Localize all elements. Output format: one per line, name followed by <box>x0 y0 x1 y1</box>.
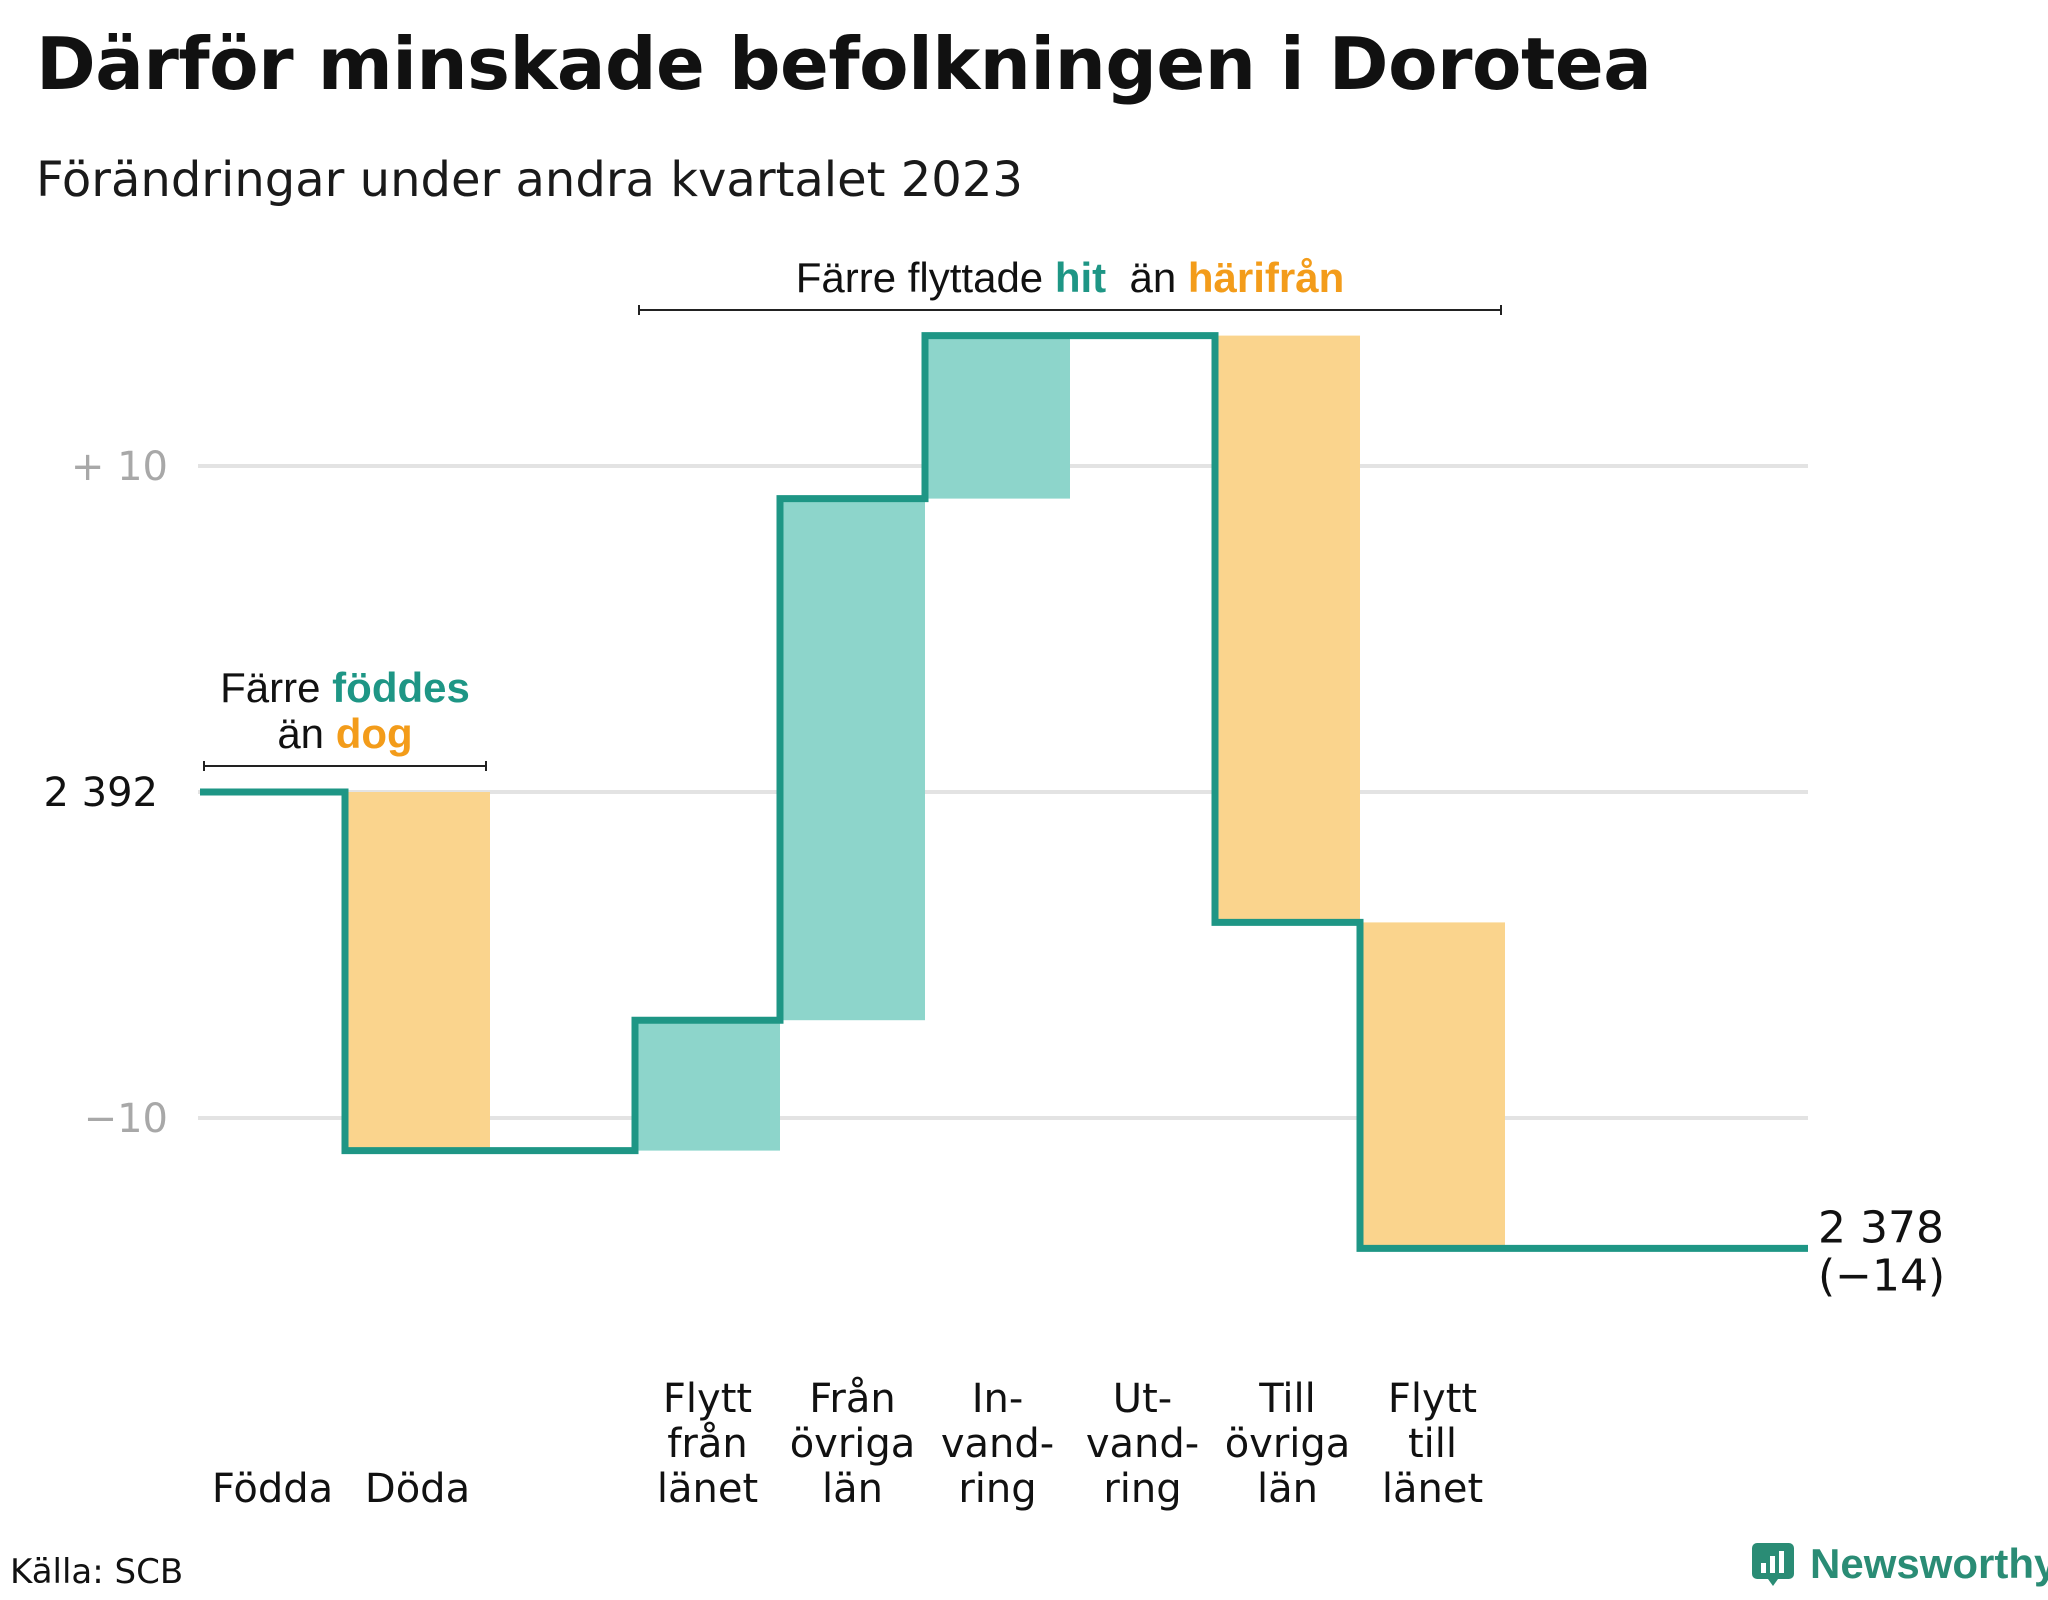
annotation-text: Färre föddes <box>220 664 470 711</box>
category-label: ring <box>1103 1466 1181 1512</box>
cumulative-step-line <box>200 332 1808 1252</box>
source-note: Källa: SCB <box>10 1552 184 1592</box>
waterfall-bar <box>635 1020 780 1151</box>
annotation-segment: än <box>277 710 335 757</box>
category-label: Från <box>809 1376 895 1422</box>
category-label: Ut- <box>1113 1376 1172 1422</box>
annotation-segment: Färre flyttade <box>796 254 1055 301</box>
end-change-label: (−14) <box>1818 1250 1945 1301</box>
annotation-segment: föddes <box>332 664 470 711</box>
annotation-segment: hit <box>1055 254 1106 301</box>
category-label: Döda <box>365 1466 470 1512</box>
y-tick-label: + 10 <box>71 444 168 490</box>
category-label: från <box>667 1421 747 1467</box>
category-label: vand- <box>1086 1421 1199 1467</box>
waterfall-bar <box>1215 335 1360 923</box>
category-label: ring <box>958 1466 1036 1512</box>
chart-subtitle: Förändringar under andra kvartalet 2023 <box>36 152 1023 208</box>
waterfall-bar <box>925 335 1070 499</box>
category-label: Flytt <box>663 1376 752 1422</box>
category-label: In- <box>972 1376 1024 1422</box>
category-label: Till <box>1258 1376 1316 1422</box>
y-tick-label: −10 <box>84 1096 168 1142</box>
newsworthy-logo-icon <box>1752 1543 1794 1586</box>
annotation-text: Färre flyttade hit än härifrån <box>796 254 1345 301</box>
category-label: övriga <box>790 1421 916 1467</box>
category-label: vand- <box>941 1421 1054 1467</box>
annotation-segment: dog <box>336 710 413 757</box>
waterfall-bar <box>1360 922 1505 1249</box>
end-value-label: 2 378 <box>1818 1202 1944 1253</box>
waterfall-bar <box>345 792 490 1151</box>
annotation-text: än dog <box>277 710 412 757</box>
category-label: Födda <box>212 1466 333 1512</box>
category-label: länet <box>657 1466 758 1512</box>
annotation-segment: än <box>1106 254 1188 301</box>
annotation-segment: härifrån <box>1188 254 1344 301</box>
category-label: till <box>1408 1421 1457 1467</box>
brand-logo: Newsworthy <box>1750 1540 2048 1588</box>
brand-name: Newsworthy <box>1810 1540 2048 1587</box>
category-label: län <box>1257 1466 1318 1512</box>
category-label: övriga <box>1225 1421 1351 1467</box>
chart-title: Därför minskade befolkningen i Dorotea <box>36 22 1652 106</box>
y-tick-label: 2 392 <box>43 770 158 816</box>
category-label: Flytt <box>1388 1376 1477 1422</box>
annotation-segment: Färre <box>220 664 332 711</box>
waterfall-bar <box>780 498 925 1021</box>
category-label: länet <box>1382 1466 1483 1512</box>
category-label: län <box>822 1466 883 1512</box>
